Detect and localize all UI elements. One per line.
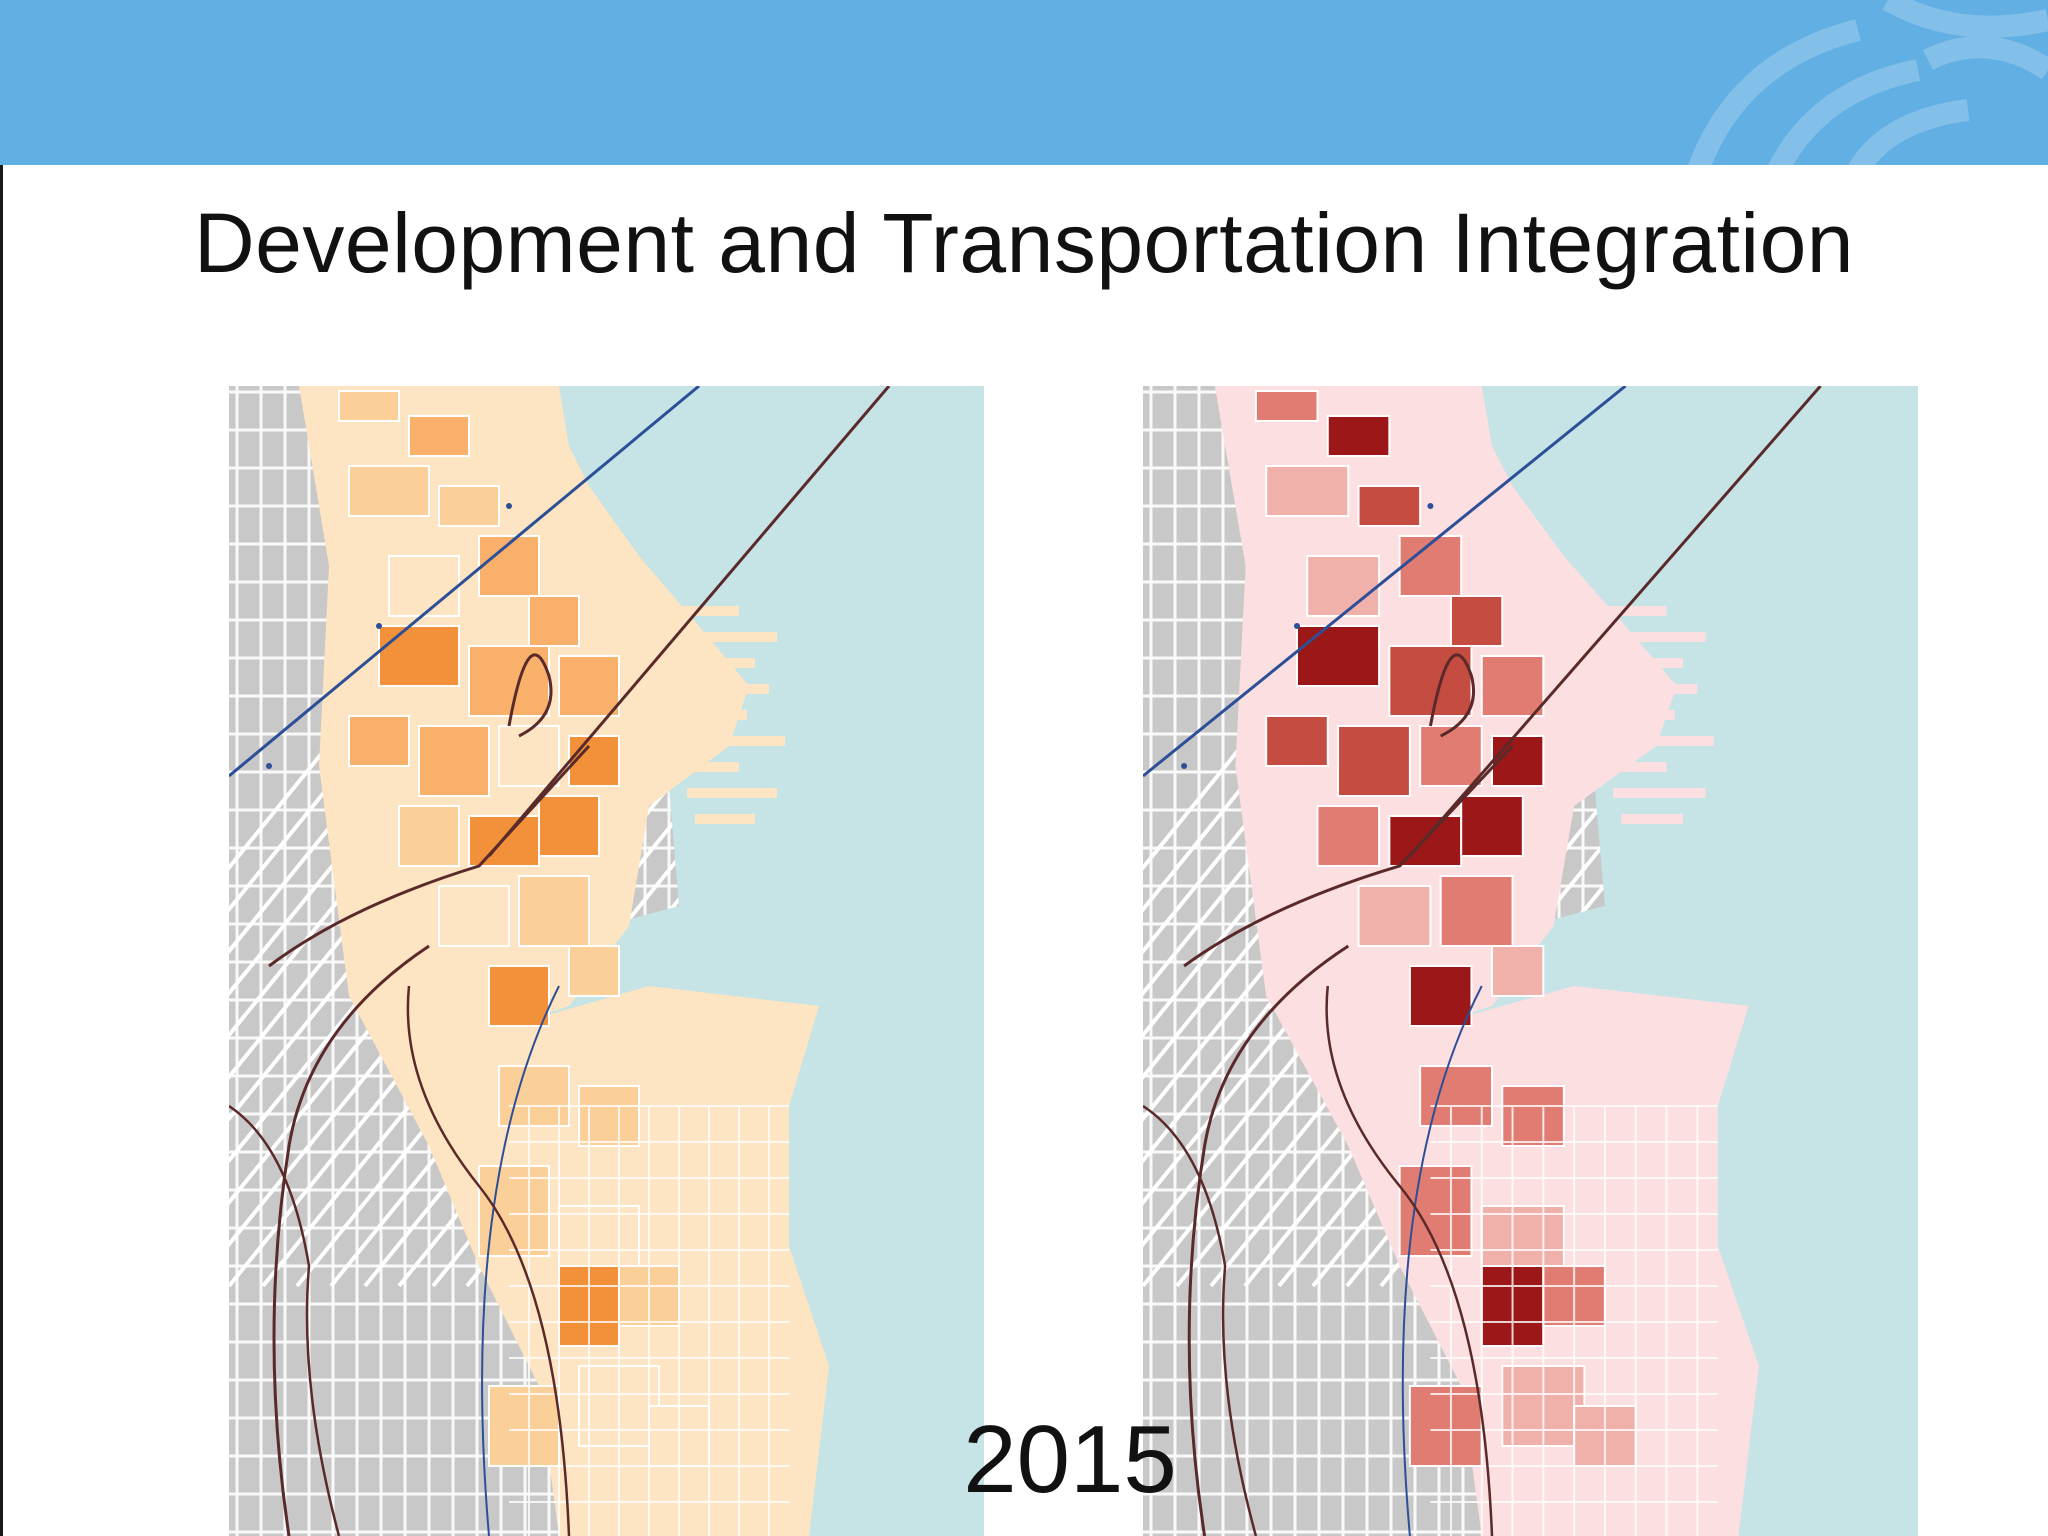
- transit-line: [481, 985, 560, 1536]
- freeway-line: [1183, 744, 1514, 968]
- left-map-canvas: [229, 386, 984, 1536]
- freeway-line: [487, 386, 891, 857]
- header-logo-icon: [1688, 0, 2048, 165]
- freeway-line: [1187, 944, 1350, 1536]
- transit-line: [229, 386, 700, 778]
- piers: [679, 606, 789, 1474]
- density-blocks: [1254, 390, 1637, 1467]
- freeway-line: [1408, 386, 1822, 857]
- zone-streets: [1430, 1105, 1718, 1536]
- transit-lines: [229, 386, 891, 1536]
- freeway-line: [268, 744, 591, 968]
- year-label: 2015: [963, 1406, 1177, 1513]
- freeway-line: [229, 1104, 341, 1536]
- piers: [1604, 606, 1718, 1474]
- freeway-line: [1143, 1104, 1258, 1536]
- rail-line: [406, 985, 571, 1536]
- transit-line: [1143, 386, 1627, 778]
- slide-left-rule: [0, 165, 3, 1536]
- left-map: [229, 386, 984, 1536]
- ramp-loop: [1428, 653, 1476, 738]
- right-map: [1143, 386, 1918, 1536]
- rail-line: [1325, 985, 1494, 1536]
- ramp-loop: [507, 653, 553, 738]
- station-dots: [1181, 503, 1434, 769]
- zone-streets: [509, 1105, 789, 1536]
- station-dots: [266, 503, 512, 769]
- right-map-canvas: [1143, 386, 1918, 1536]
- header-band: [0, 0, 2048, 165]
- transit-line: [1401, 985, 1483, 1536]
- freeway-line: [272, 944, 430, 1536]
- transit-lines: [1143, 386, 1822, 1536]
- slide-title: Development and Transportation Integrati…: [193, 196, 1855, 290]
